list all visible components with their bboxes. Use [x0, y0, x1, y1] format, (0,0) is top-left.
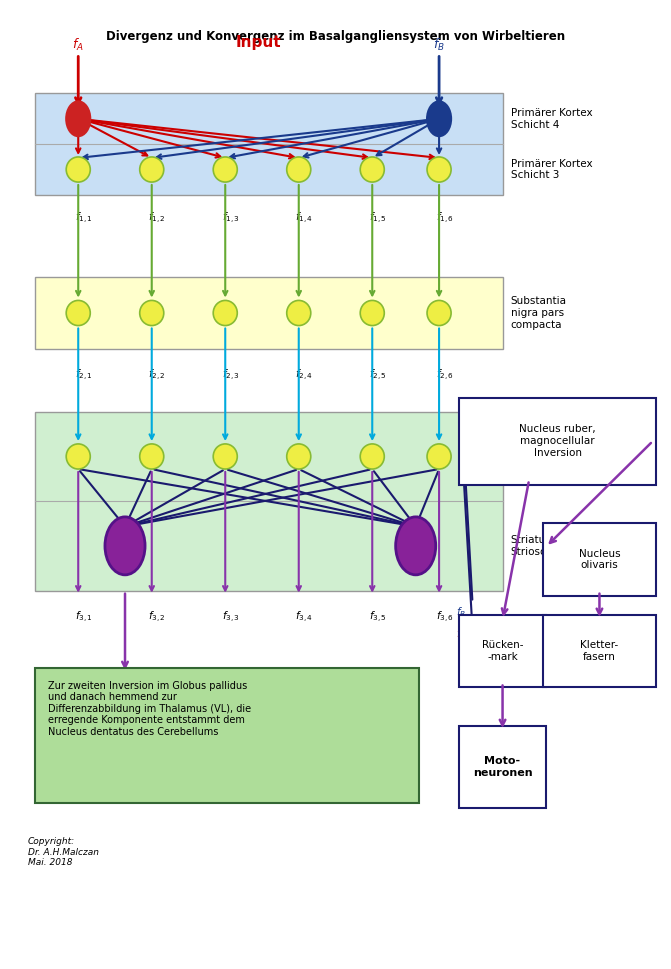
FancyBboxPatch shape — [35, 277, 503, 349]
FancyBboxPatch shape — [35, 412, 503, 591]
FancyBboxPatch shape — [35, 93, 503, 195]
Ellipse shape — [66, 444, 91, 469]
FancyBboxPatch shape — [459, 397, 656, 484]
Text: $f_{3,5}$: $f_{3,5}$ — [369, 610, 387, 625]
Ellipse shape — [213, 300, 238, 326]
Ellipse shape — [360, 300, 384, 326]
Ellipse shape — [287, 157, 311, 182]
Ellipse shape — [427, 444, 451, 469]
Text: Nucleus
olivaris: Nucleus olivaris — [578, 548, 620, 570]
Text: $f_{3,3}$: $f_{3,3}$ — [222, 610, 240, 625]
Ellipse shape — [396, 516, 435, 575]
Text: $f_{1,1}$: $f_{1,1}$ — [75, 210, 93, 226]
Ellipse shape — [140, 157, 164, 182]
Text: Striatum -
Matrix: Striatum - Matrix — [511, 446, 563, 467]
Text: $f_{2,4}$: $f_{2,4}$ — [295, 368, 313, 384]
Text: $f_{1,5}$: $f_{1,5}$ — [369, 210, 387, 226]
Ellipse shape — [140, 300, 164, 326]
Ellipse shape — [213, 157, 238, 182]
Ellipse shape — [427, 102, 451, 137]
FancyBboxPatch shape — [35, 668, 419, 803]
Text: Striatum-
Striosom: Striatum- Striosom — [511, 535, 560, 556]
Text: $f_{2,3}$: $f_{2,3}$ — [222, 368, 240, 384]
Text: $f_{1,4}$: $f_{1,4}$ — [295, 210, 313, 226]
Text: $f_{2,6}$: $f_{2,6}$ — [435, 368, 454, 384]
Ellipse shape — [140, 444, 164, 469]
FancyBboxPatch shape — [543, 615, 656, 687]
Text: Input: Input — [236, 35, 281, 49]
Text: $f_{1,6}$: $f_{1,6}$ — [435, 210, 454, 226]
Text: $f_{3,6}$: $f_{3,6}$ — [435, 610, 454, 625]
FancyBboxPatch shape — [459, 726, 546, 808]
Ellipse shape — [360, 444, 384, 469]
Text: $f_{1,2}$: $f_{1,2}$ — [148, 210, 166, 226]
Ellipse shape — [213, 444, 238, 469]
Ellipse shape — [287, 444, 311, 469]
Text: Copyright:
Dr. A.H.Malczan
Mai. 2018: Copyright: Dr. A.H.Malczan Mai. 2018 — [28, 837, 99, 867]
Text: Moto-
neuronen: Moto- neuronen — [473, 757, 532, 778]
Text: $f_{1,3}$: $f_{1,3}$ — [222, 210, 240, 226]
Ellipse shape — [66, 300, 91, 326]
Ellipse shape — [66, 157, 91, 182]
Ellipse shape — [427, 157, 451, 182]
Text: $f_{2,2}$: $f_{2,2}$ — [148, 368, 166, 384]
Text: Substantia
nigra pars
compacta: Substantia nigra pars compacta — [511, 297, 566, 329]
Ellipse shape — [287, 300, 311, 326]
Ellipse shape — [360, 157, 384, 182]
Ellipse shape — [66, 102, 91, 137]
Text: Primärer Kortex
Schicht 3: Primärer Kortex Schicht 3 — [511, 159, 592, 180]
Text: $f_{3,4}$: $f_{3,4}$ — [295, 610, 313, 625]
Text: $f_{2,5}$: $f_{2,5}$ — [369, 368, 387, 384]
Text: Nucleus ruber,
magnocellular
Inversion: Nucleus ruber, magnocellular Inversion — [519, 424, 596, 457]
Text: $f_{3,1}$: $f_{3,1}$ — [75, 610, 93, 625]
Text: Zur zweiten Inversion im Globus pallidus
und danach hemmend zur
Differenzabbildu: Zur zweiten Inversion im Globus pallidus… — [48, 680, 251, 737]
Text: $f_B$: $f_B$ — [456, 606, 466, 619]
Text: $f_{3,2}$: $f_{3,2}$ — [148, 610, 166, 625]
Text: Divergenz und Konvergenz im Basalgangliensystem von Wirbeltieren: Divergenz und Konvergenz im Basalganglie… — [106, 30, 565, 44]
Text: $f_B$: $f_B$ — [433, 37, 445, 52]
Text: $f_A$: $f_A$ — [72, 37, 84, 52]
Ellipse shape — [427, 300, 451, 326]
Text: Primärer Kortex
Schicht 4: Primärer Kortex Schicht 4 — [511, 108, 592, 130]
FancyBboxPatch shape — [459, 615, 546, 687]
FancyBboxPatch shape — [543, 523, 656, 596]
Text: Kletter-
fasern: Kletter- fasern — [580, 641, 619, 662]
Text: $f_A$: $f_A$ — [456, 628, 466, 641]
Text: Rücken-
-mark: Rücken- -mark — [482, 641, 523, 662]
Text: $f_{2,1}$: $f_{2,1}$ — [75, 368, 93, 384]
Ellipse shape — [105, 516, 145, 575]
